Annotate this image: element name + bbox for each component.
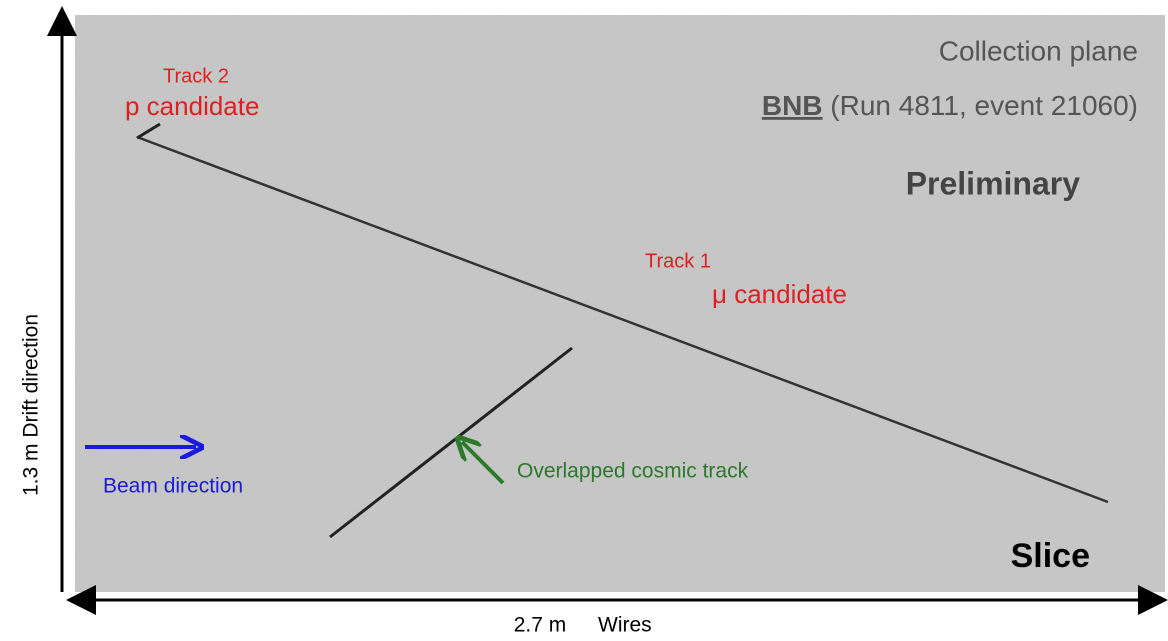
beam-label: Beam direction: [103, 475, 243, 498]
slice-label: Slice: [1011, 537, 1090, 575]
x-axis-length: 2.7 m: [514, 614, 567, 637]
run-label: BNB (Run 4811, event 21060): [762, 90, 1138, 121]
preliminary-label: Preliminary: [906, 165, 1081, 201]
y-axis-label: 1.3 m Drift direction: [20, 314, 43, 496]
track-label: p candidate: [125, 91, 259, 121]
cosmic-label: Overlapped cosmic track: [517, 460, 749, 483]
x-axis-label: Wires: [598, 614, 652, 637]
track-name: Track 1: [645, 250, 711, 272]
plane-label: Collection plane: [939, 35, 1138, 66]
track-name: Track 2: [163, 65, 229, 87]
beam-name: BNB: [762, 90, 823, 121]
run-info: (Run 4811, event 21060): [830, 90, 1138, 121]
event-display: Collection plane BNB (Run 4811, event 21…: [0, 0, 1168, 641]
track-label: μ candidate: [712, 279, 847, 309]
